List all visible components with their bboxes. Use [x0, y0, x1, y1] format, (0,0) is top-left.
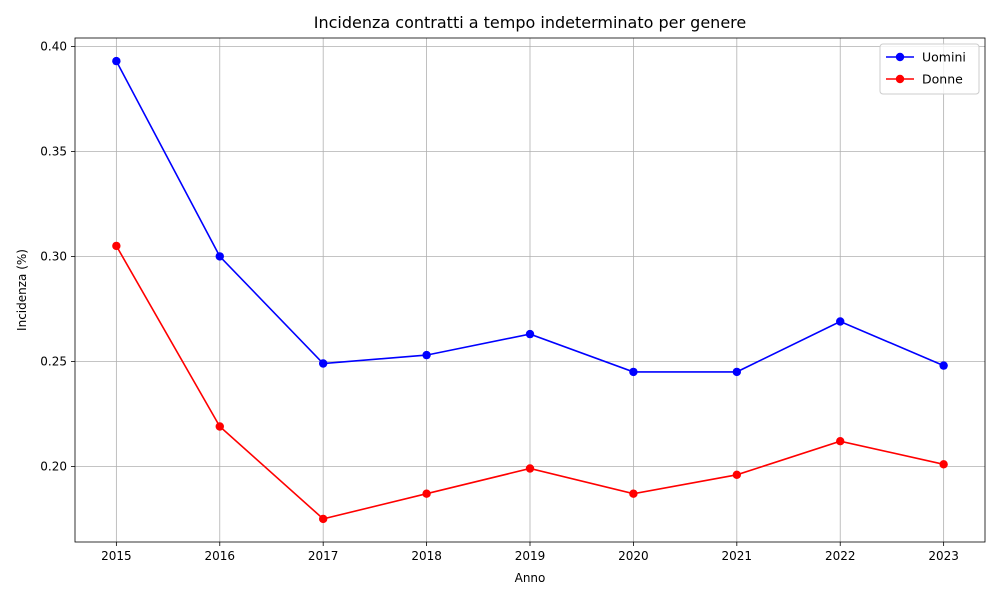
data-point-uomini: [525, 329, 535, 339]
x-tick-label: 2020: [618, 549, 649, 563]
x-tick-label: 2015: [101, 549, 132, 563]
data-point-donne: [112, 241, 121, 251]
legend: Uomini Donne: [879, 43, 980, 95]
legend-label-donne: Donne: [922, 72, 963, 87]
x-tick-label: 2018: [411, 549, 442, 563]
data-point-uomini: [422, 350, 431, 360]
x-tick-label: 2023: [928, 549, 959, 563]
legend-marker-donne: [895, 74, 905, 84]
ticks-layer: 2015 2016 2017 2018 2019 2020 2021 2022 2023 0.20…: [40, 39, 959, 563]
data-point-donne: [939, 460, 948, 469]
data-point-uomini: [112, 56, 121, 66]
y-axis-label: Incidenza (%): [15, 249, 29, 331]
data-point-donne: [422, 489, 431, 498]
x-tick-label: 2022: [825, 549, 856, 563]
data-point-uomini: [318, 359, 328, 368]
y-tick-label: 0.20: [40, 459, 67, 473]
data-point-uomini: [215, 252, 224, 261]
x-tick-label: 2019: [515, 549, 546, 563]
y-tick-label: 0.40: [40, 39, 67, 53]
x-tick-label: 2016: [204, 549, 235, 563]
data-point-uomini: [939, 361, 948, 370]
data-point-donne: [629, 489, 638, 498]
grid-layer: [75, 38, 985, 542]
x-tick-label: 2021: [722, 549, 753, 563]
series-layer: [112, 56, 948, 524]
legend-marker-uomini: [895, 52, 905, 62]
data-point-donne: [732, 470, 742, 479]
data-point-uomini: [732, 367, 742, 377]
data-point-donne: [836, 437, 845, 446]
chart-title: Incidenza contratti a tempo indeterminat…: [314, 13, 746, 32]
data-point-donne: [318, 514, 328, 524]
data-point-donne: [525, 464, 535, 473]
x-tick-label: 2017: [308, 549, 339, 563]
data-point-uomini: [836, 317, 845, 326]
x-axis-label: Anno: [515, 571, 546, 585]
legend-label-uomini: Uomini: [922, 50, 966, 65]
y-tick-label: 0.35: [40, 144, 67, 158]
y-tick-label: 0.30: [40, 249, 67, 263]
data-point-donne: [215, 422, 224, 431]
data-point-uomini: [629, 367, 638, 377]
y-tick-label: 0.25: [40, 354, 67, 368]
